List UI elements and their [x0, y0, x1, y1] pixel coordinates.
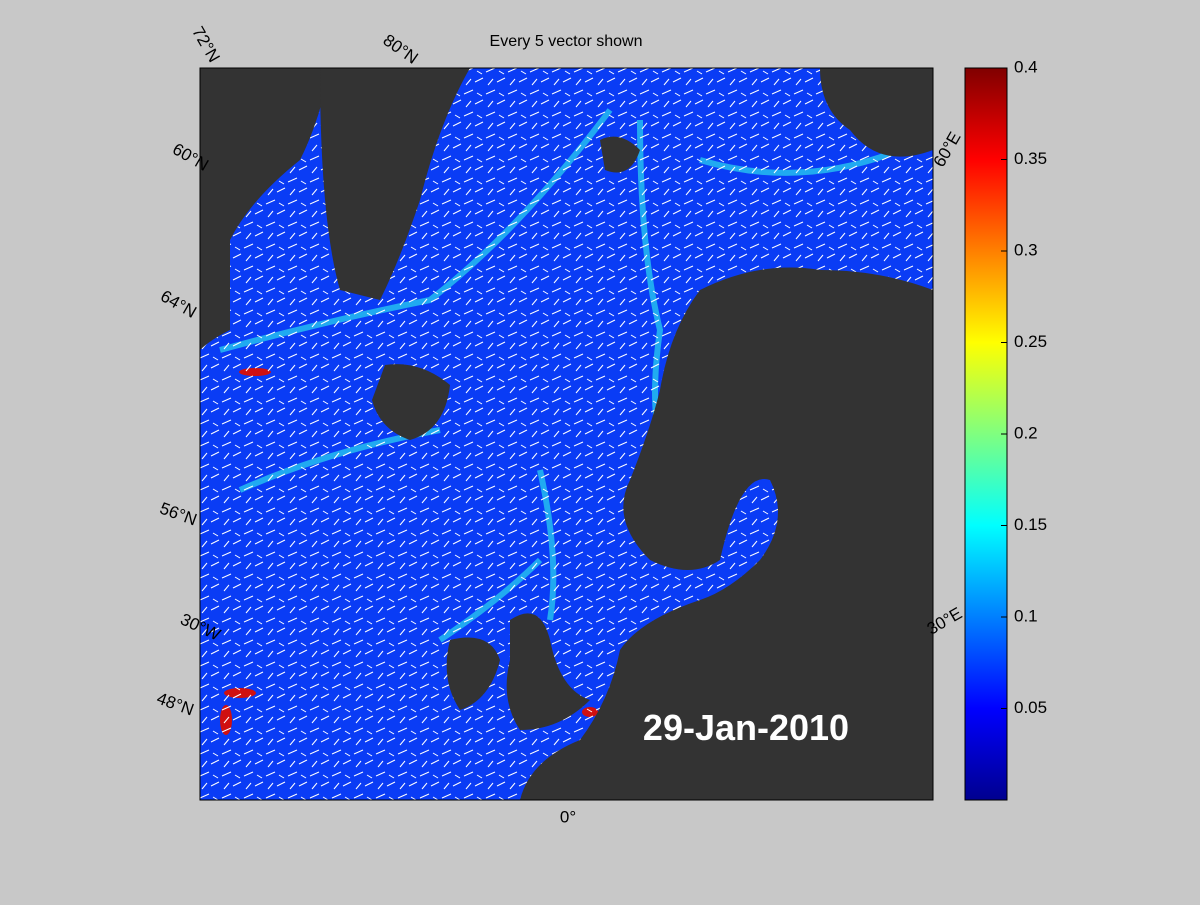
colorbar-tick-label: 0.25 — [1014, 332, 1047, 351]
colorbar-tick-label: 0.3 — [1014, 240, 1038, 259]
land — [200, 68, 933, 800]
colorbar — [964, 67, 1008, 801]
map-title: Every 5 vector shown — [490, 33, 643, 50]
colorbar-tick-label: 0.05 — [1014, 698, 1047, 717]
colorbar-tick-label: 0.2 — [1014, 423, 1038, 442]
map — [200, 68, 933, 800]
map-frame — [199, 67, 934, 801]
colorbar-tick-label: 0.35 — [1014, 149, 1047, 168]
graticule-label: 64°N — [157, 286, 199, 321]
colorbar-ticks: 0.05 0.1 0.15 0.2 0.25 0.3 0.35 0.4 — [1001, 57, 1047, 717]
graticule-label: 0° — [560, 807, 576, 826]
graticule-label: 60°E — [930, 129, 965, 171]
graticule-label: 56°N — [157, 499, 199, 530]
colorbar-tick-label: 0.15 — [1014, 515, 1047, 534]
graticule-label: 48°N — [154, 689, 196, 720]
date-label: 29-Jan-2010 — [643, 707, 849, 748]
graticule-label: 80°N — [380, 30, 422, 67]
colorbar-tick-label: 0.4 — [1014, 57, 1038, 76]
colorbar-tick-label: 0.1 — [1014, 606, 1038, 625]
graticule-label: 72°N — [188, 23, 223, 65]
